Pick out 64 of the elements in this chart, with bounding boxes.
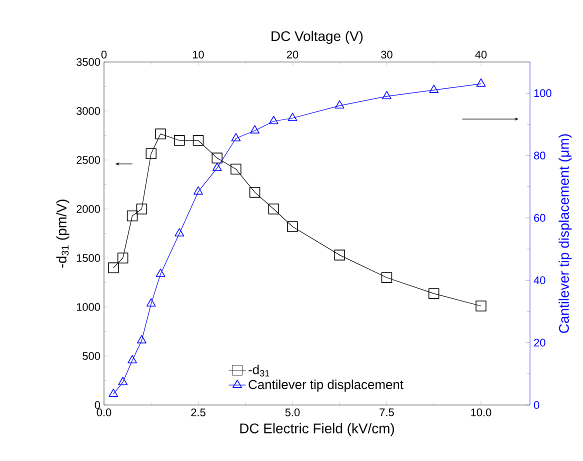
x2-tick-label: 40	[475, 50, 487, 58]
point	[155, 128, 166, 140]
point	[231, 133, 241, 142]
point	[192, 135, 204, 146]
point	[287, 221, 298, 232]
point	[136, 335, 146, 344]
y-tick-label: 3500	[76, 58, 100, 66]
y2-tick-label: 20	[534, 338, 546, 347]
y-tick-label: 3000	[76, 107, 100, 115]
x2-axis-title: DC Voltage (V)	[272, 30, 363, 44]
point	[381, 272, 392, 283]
point	[212, 162, 222, 171]
point	[268, 116, 278, 124]
point	[429, 84, 439, 93]
point	[428, 288, 440, 299]
point	[108, 388, 118, 397]
y2-tick-label: 80	[534, 152, 546, 160]
y-tick-label: 500	[82, 352, 100, 360]
x-tick-label: 7.5	[380, 408, 394, 416]
point	[334, 100, 344, 109]
y-tick-label: 0	[94, 401, 100, 409]
point	[146, 148, 157, 160]
y2-axis-title: Cantilever tip displacement (μm)	[558, 134, 572, 333]
x2-tick-label: 30	[381, 50, 392, 58]
x2-tick-label: 0	[101, 50, 107, 58]
point	[476, 78, 486, 87]
x2-tick-label: 20	[286, 50, 298, 58]
point	[174, 228, 184, 236]
point	[382, 90, 392, 100]
point	[230, 164, 242, 174]
y-axis-title: -d$_{31}$ (pm/V)	[56, 200, 70, 268]
point	[334, 250, 346, 260]
legend-label: -d$_{31}$	[248, 364, 270, 376]
point	[136, 204, 148, 214]
y-tick-label: 1500	[76, 254, 100, 262]
point	[250, 125, 260, 134]
y-tick-label: 1000	[76, 303, 100, 311]
point	[126, 210, 138, 222]
y-tick-label: 2000	[76, 205, 100, 213]
x-tick-label: 0.0	[96, 408, 112, 416]
x-tick-label: 10.0	[471, 408, 492, 416]
x2-tick-label: 10	[192, 50, 204, 58]
point	[476, 300, 486, 312]
point	[108, 262, 119, 274]
legend-label: Cantilever tip displacement	[248, 380, 404, 392]
y2-tick-label: 100	[534, 89, 552, 98]
point	[194, 186, 203, 195]
point	[288, 112, 298, 122]
x-tick-label: 2.5	[191, 408, 206, 416]
point	[128, 355, 137, 364]
y2-tick-label: 0	[534, 401, 540, 409]
point	[118, 376, 128, 386]
x-axis-title: DC Electric Field (kV/cm)	[240, 423, 394, 436]
y2-tick-label: 60	[534, 214, 546, 222]
x-tick-label: 5.0	[285, 408, 300, 416]
y-tick-label: 2500	[76, 156, 100, 164]
point	[268, 204, 280, 214]
y2-tick-label: 40	[534, 276, 546, 284]
point	[156, 268, 166, 277]
point	[146, 298, 156, 307]
point	[117, 252, 128, 264]
point	[174, 135, 185, 146]
point	[212, 152, 222, 164]
point	[249, 186, 260, 198]
